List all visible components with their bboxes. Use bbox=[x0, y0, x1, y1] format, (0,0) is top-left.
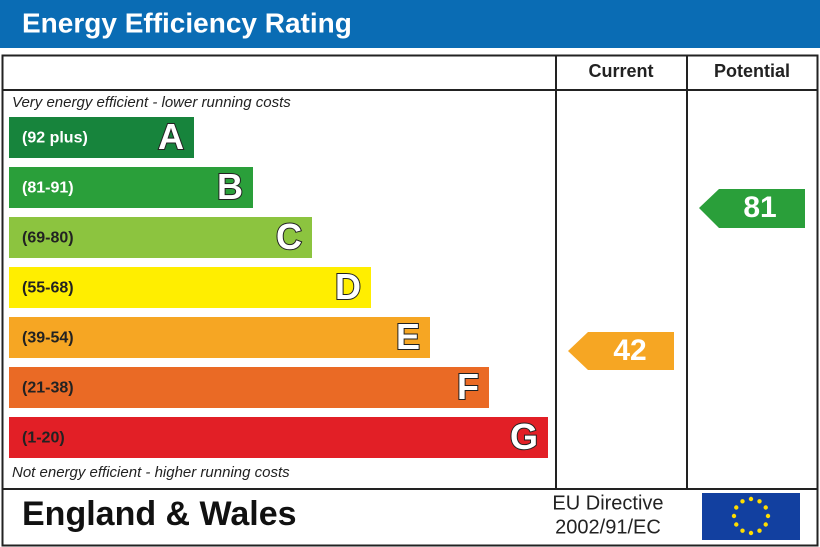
band bbox=[9, 167, 253, 208]
band-range: (69-80) bbox=[22, 230, 74, 247]
band bbox=[9, 367, 489, 408]
band-range: (81-91) bbox=[22, 180, 74, 197]
eu-star bbox=[734, 522, 739, 527]
band-letter: B bbox=[217, 166, 243, 207]
eu-star bbox=[748, 496, 754, 502]
top-note: Very energy efficient - lower running co… bbox=[12, 94, 291, 111]
eu-star bbox=[763, 522, 768, 527]
eu-star bbox=[734, 505, 739, 510]
band-letter: A bbox=[158, 116, 184, 157]
eu-star bbox=[757, 528, 762, 533]
potential-rating: 81 bbox=[743, 191, 776, 224]
eu-stars bbox=[731, 496, 771, 536]
eu-star bbox=[765, 513, 771, 519]
band-letter: C bbox=[276, 216, 302, 257]
title: Energy Efficiency Rating bbox=[22, 7, 352, 38]
band bbox=[9, 267, 371, 308]
band bbox=[9, 217, 312, 258]
band bbox=[9, 317, 430, 358]
current-rating: 42 bbox=[613, 334, 646, 367]
band-range: (1-20) bbox=[22, 430, 65, 447]
bands: (92 plus) A (81-91) B (69-80) C (55-68) D (39-54… bbox=[9, 115, 548, 458]
band-range: (39-54) bbox=[22, 330, 74, 347]
band-letter: D bbox=[335, 266, 361, 307]
region: England & Wales bbox=[22, 495, 297, 533]
header-potential: Potential bbox=[714, 61, 790, 81]
current-arrow bbox=[568, 332, 674, 370]
band-range: (55-68) bbox=[22, 280, 74, 297]
directive-line: 2002/91/EC bbox=[555, 516, 661, 538]
band-range: (92 plus) bbox=[22, 130, 88, 147]
band bbox=[9, 417, 548, 458]
band-letter: G bbox=[510, 416, 538, 457]
title-bar bbox=[0, 0, 820, 48]
band-letter: F bbox=[457, 366, 479, 407]
header-current: Current bbox=[588, 61, 653, 81]
frame bbox=[1, 54, 819, 547]
potential-arrow bbox=[699, 189, 805, 228]
band-letter: E bbox=[396, 316, 420, 357]
eu-star bbox=[740, 499, 745, 504]
directive-line: EU Directive bbox=[552, 492, 663, 514]
band bbox=[9, 117, 194, 158]
eu-star bbox=[731, 513, 737, 519]
eu-star bbox=[740, 528, 745, 533]
eu-star bbox=[757, 499, 762, 504]
bottom-note: Not energy efficient - higher running co… bbox=[12, 464, 290, 481]
eu-star bbox=[748, 530, 754, 536]
eu-star bbox=[763, 505, 768, 510]
band-range: (21-38) bbox=[22, 380, 74, 397]
